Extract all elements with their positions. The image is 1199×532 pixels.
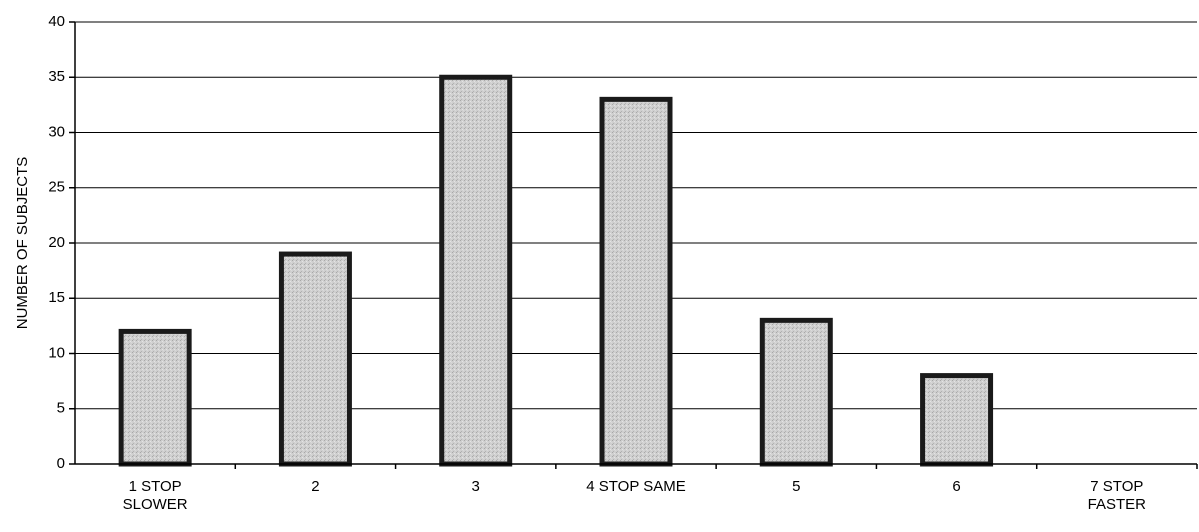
y-tick-labels: 0 5 10 15 20 25 30 35 40 [48, 13, 65, 472]
bar [759, 317, 833, 467]
x-tick-label: 1 STOP SLOWER [123, 478, 188, 513]
bar [920, 373, 994, 467]
y-tick-label: 5 [57, 400, 65, 417]
bar [278, 251, 352, 467]
x-tick-label-line: 4 STOP SAME [586, 478, 686, 495]
x-tick-label-line: 5 [792, 478, 800, 495]
x-tick-label-line: 3 [472, 478, 480, 495]
x-tick-label: 2 [311, 478, 319, 495]
x-tick-label-line: 2 [311, 478, 319, 495]
y-tick-label: 40 [48, 13, 65, 30]
x-tick-label-line: 6 [952, 478, 960, 495]
x-tick-label-line: SLOWER [123, 496, 188, 513]
bars [118, 74, 994, 467]
y-tick-label: 15 [48, 289, 65, 306]
bar [118, 328, 192, 467]
x-tick-label: 7 STOP FASTER [1088, 478, 1147, 513]
axes [74, 22, 1197, 465]
y-tick-label: 35 [48, 68, 65, 85]
x-tick-label: 4 STOP SAME [586, 478, 686, 495]
y-tick-label: 30 [48, 123, 65, 140]
x-tick-labels: 1 STOP SLOWER 2 3 4 STOP SAME 5 6 7 STOP FASTER [123, 478, 1147, 513]
x-tick-label: 6 [952, 478, 960, 495]
y-tick-label: 25 [48, 179, 65, 196]
bar [439, 74, 513, 467]
x-tick-label-line: 7 STOP [1090, 478, 1143, 495]
y-axis-title: NUMBER OF SUBJECTS [14, 157, 31, 330]
x-tick-label: 5 [792, 478, 800, 495]
bar [599, 96, 673, 467]
y-tick-label: 20 [48, 234, 65, 251]
x-tick-label-line: FASTER [1088, 496, 1147, 513]
y-tick-label: 10 [48, 344, 65, 361]
x-tick-label-line: 1 STOP [129, 478, 182, 495]
x-tick-label: 3 [472, 478, 480, 495]
y-tick-label: 0 [57, 455, 65, 472]
